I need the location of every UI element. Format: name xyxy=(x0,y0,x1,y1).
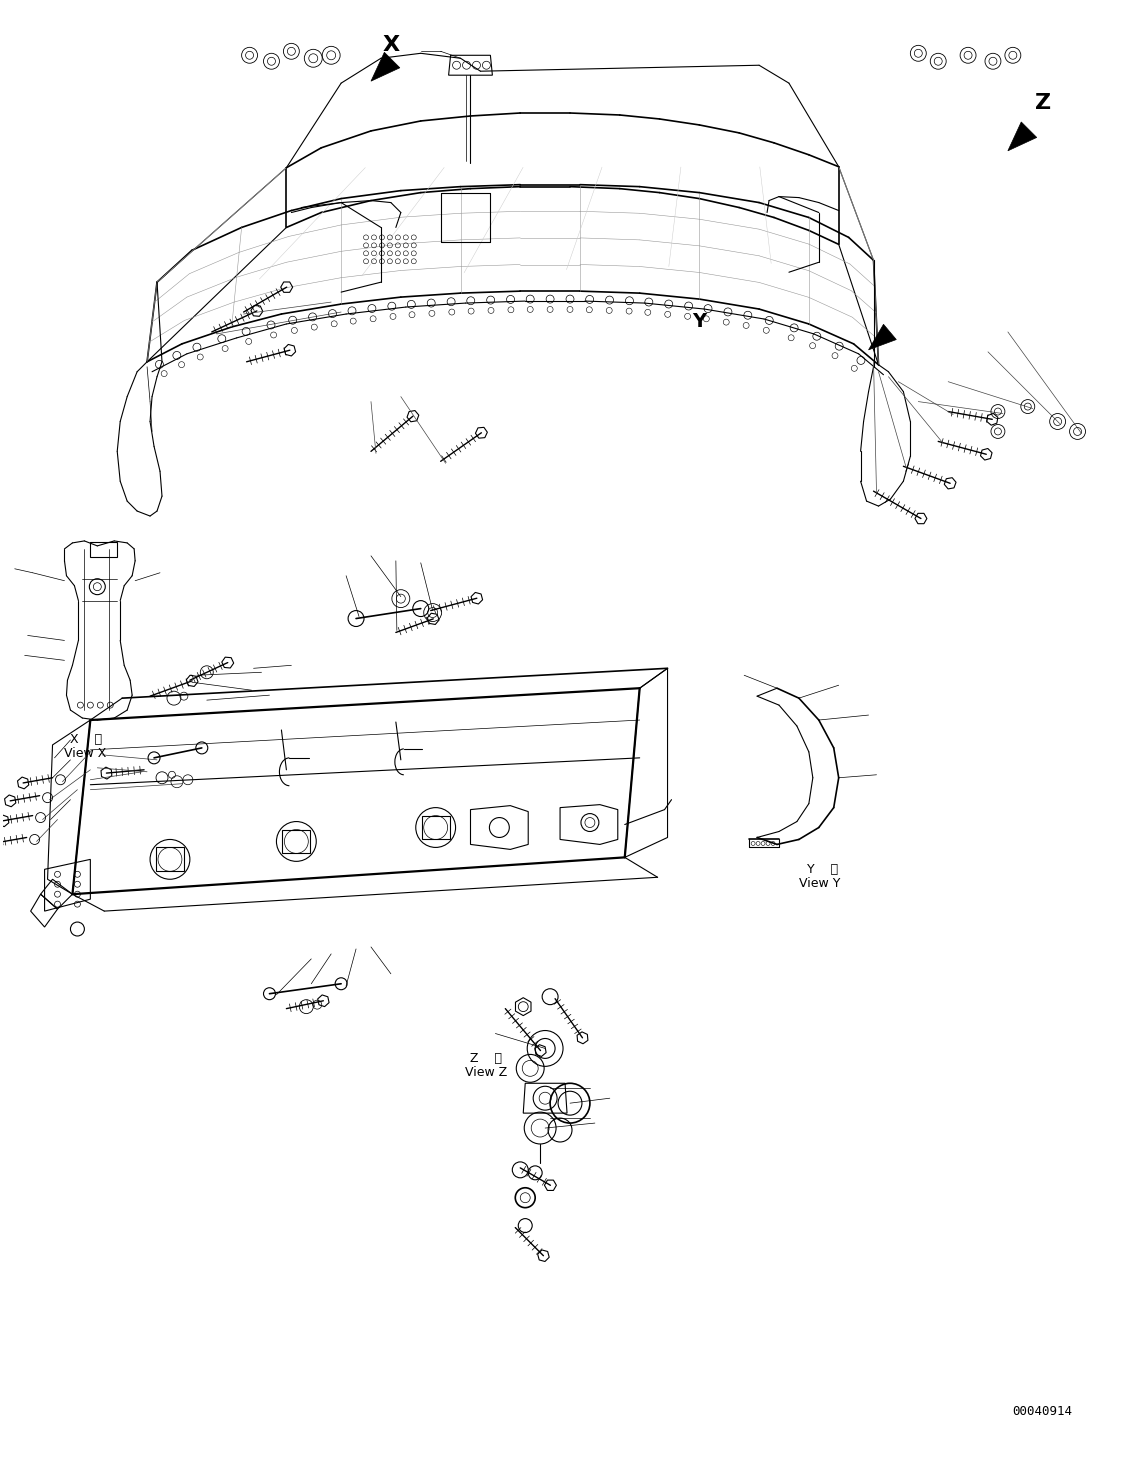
Text: 00040914: 00040914 xyxy=(1012,1405,1073,1418)
Text: Y: Y xyxy=(693,312,706,332)
Text: Z    視: Z 視 xyxy=(471,1052,503,1065)
Polygon shape xyxy=(1008,122,1036,152)
Text: View X: View X xyxy=(64,747,106,761)
Text: X    視: X 視 xyxy=(71,733,103,746)
Polygon shape xyxy=(371,52,400,82)
Text: View Z: View Z xyxy=(465,1067,507,1078)
Text: Z: Z xyxy=(1035,93,1051,114)
Polygon shape xyxy=(869,325,897,350)
Text: Y    視: Y 視 xyxy=(807,863,838,876)
Text: View Y: View Y xyxy=(799,877,840,890)
Text: X: X xyxy=(382,35,400,55)
